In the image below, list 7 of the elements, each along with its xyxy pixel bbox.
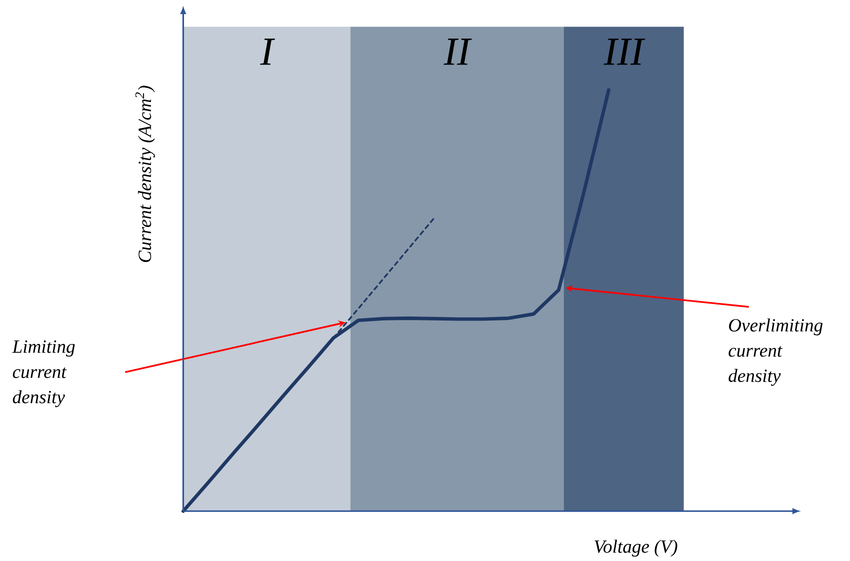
text: II <box>444 38 472 65</box>
text: I <box>260 38 276 65</box>
text: III <box>604 38 646 65</box>
text: Limiting current density <box>12 340 75 408</box>
y-axis-title: Current density (A/cm$^{2}$) <box>135 86 155 262</box>
text: Overlimiting current density <box>728 318 823 386</box>
x-axis-title: Voltage (V) <box>594 540 678 557</box>
